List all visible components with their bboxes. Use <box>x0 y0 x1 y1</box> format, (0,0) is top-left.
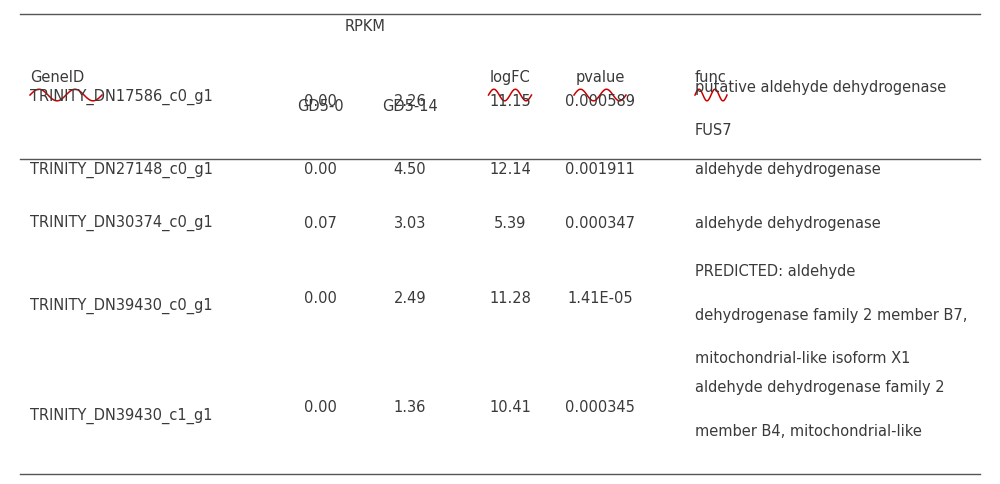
Text: 0.00: 0.00 <box>304 94 336 109</box>
Text: aldehyde dehydrogenase family 2: aldehyde dehydrogenase family 2 <box>695 380 945 394</box>
Text: 2.49: 2.49 <box>394 290 426 305</box>
Text: 10.41: 10.41 <box>489 399 531 414</box>
Text: PREDICTED: aldehyde: PREDICTED: aldehyde <box>695 264 855 278</box>
Text: aldehyde dehydrogenase: aldehyde dehydrogenase <box>695 215 881 230</box>
Text: mitochondrial-like isoform X1: mitochondrial-like isoform X1 <box>695 351 910 365</box>
Text: 2.26: 2.26 <box>394 94 426 109</box>
Text: TRINITY_DN27148_c0_g1: TRINITY_DN27148_c0_g1 <box>30 161 213 178</box>
Text: func: func <box>695 70 727 85</box>
Text: TRINITY_DN30374_c0_g1: TRINITY_DN30374_c0_g1 <box>30 214 213 231</box>
Text: logFC: logFC <box>490 70 530 85</box>
Text: 11.15: 11.15 <box>489 94 531 109</box>
Text: 0.00: 0.00 <box>304 399 336 414</box>
Text: dehydrogenase family 2 member B7,: dehydrogenase family 2 member B7, <box>695 307 967 322</box>
Text: 11.28: 11.28 <box>489 290 531 305</box>
Text: pvalue: pvalue <box>575 70 625 85</box>
Text: 0.000345: 0.000345 <box>565 399 635 414</box>
Text: 0.000589: 0.000589 <box>565 94 635 109</box>
Text: putative aldehyde dehydrogenase: putative aldehyde dehydrogenase <box>695 80 946 94</box>
Text: RPKM: RPKM <box>345 19 385 34</box>
Text: TRINITY_DN39430_c0_g1: TRINITY_DN39430_c0_g1 <box>30 297 213 313</box>
Text: member B4, mitochondrial-like: member B4, mitochondrial-like <box>695 424 922 438</box>
Text: GD5-0: GD5-0 <box>297 99 343 114</box>
Text: 0.001911: 0.001911 <box>565 162 635 177</box>
Text: 0.00: 0.00 <box>304 290 336 305</box>
Text: 0.00: 0.00 <box>304 162 336 177</box>
Text: GeneID: GeneID <box>30 70 84 85</box>
Text: TRINITY_DN39430_c1_g1: TRINITY_DN39430_c1_g1 <box>30 407 212 423</box>
Text: 3.03: 3.03 <box>394 215 426 230</box>
Text: GD5-14: GD5-14 <box>382 99 438 114</box>
Text: 1.36: 1.36 <box>394 399 426 414</box>
Text: 0.07: 0.07 <box>304 215 336 230</box>
Text: 5.39: 5.39 <box>494 215 526 230</box>
Text: FUS7: FUS7 <box>695 123 733 138</box>
Text: 12.14: 12.14 <box>489 162 531 177</box>
Text: 4.50: 4.50 <box>394 162 426 177</box>
Text: TRINITY_DN17586_c0_g1: TRINITY_DN17586_c0_g1 <box>30 89 213 105</box>
Text: aldehyde dehydrogenase: aldehyde dehydrogenase <box>695 162 881 177</box>
Text: 0.000347: 0.000347 <box>565 215 635 230</box>
Text: 1.41E-05: 1.41E-05 <box>567 290 633 305</box>
